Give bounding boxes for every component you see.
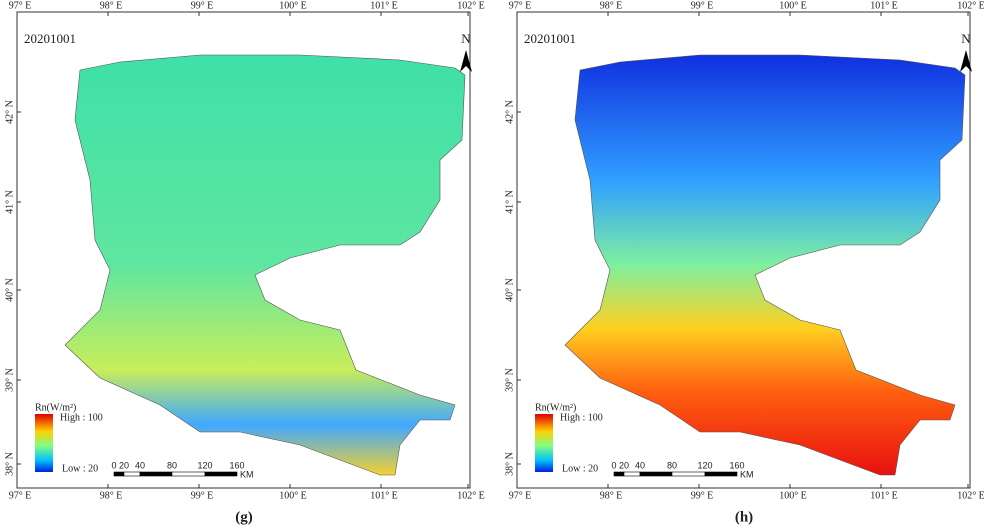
lon-label-bottom: 101° E bbox=[370, 490, 398, 501]
lon-label-top: 102° E bbox=[457, 0, 485, 11]
scale-label: 20 bbox=[119, 460, 129, 470]
lat-label: 38° N bbox=[504, 452, 515, 476]
lat-label: 41° N bbox=[4, 190, 15, 214]
map-panel: 20201001 N 97° E 97° E 98° E 98° E 99° E 99° E 1… bbox=[504, 0, 984, 525]
lon-label-top: 101° E bbox=[370, 0, 398, 11]
scale-segment bbox=[671, 471, 706, 477]
lat-label: 42° N bbox=[4, 100, 15, 124]
lon-label-bottom: 99° E bbox=[691, 490, 714, 501]
lon-label-bottom: 99° E bbox=[191, 490, 214, 501]
lat-label: 39° N bbox=[4, 368, 15, 392]
scale-segment bbox=[623, 471, 641, 477]
legend-low: Low : 20 bbox=[562, 463, 598, 474]
scale-label: 80 bbox=[667, 460, 677, 470]
scale-label: 0 bbox=[111, 460, 116, 470]
north-label: N bbox=[961, 31, 971, 46]
north-arrow bbox=[960, 50, 972, 72]
north-label: N bbox=[461, 31, 471, 46]
lon-label-top: 98° E bbox=[100, 0, 123, 11]
panel-caption: (h) bbox=[735, 509, 753, 525]
scale-label: 120 bbox=[697, 460, 712, 470]
lon-label-top: 97° E bbox=[509, 0, 532, 11]
scale-label: 0 bbox=[611, 460, 616, 470]
legend-colorbar bbox=[35, 414, 53, 472]
lon-label-bottom: 97° E bbox=[9, 490, 32, 501]
legend-high: High : 100 bbox=[60, 412, 103, 423]
lat-label: 42° N bbox=[504, 100, 515, 124]
lon-label-top: 100° E bbox=[779, 0, 807, 11]
lon-label-bottom: 98° E bbox=[100, 490, 123, 501]
scale-segment bbox=[123, 471, 141, 477]
scale-segment bbox=[639, 471, 673, 477]
lon-label-bottom: 102° E bbox=[457, 490, 485, 501]
north-arrow bbox=[460, 50, 472, 72]
scale-segment bbox=[613, 471, 625, 477]
scale-segment bbox=[204, 471, 238, 477]
date-label: 20201001 bbox=[24, 31, 76, 46]
scale-unit: KM bbox=[740, 469, 754, 479]
lat-label: 40° N bbox=[4, 278, 15, 302]
scale-segment bbox=[704, 471, 738, 477]
legend-colorbar bbox=[535, 414, 553, 472]
lon-label-bottom: 100° E bbox=[779, 490, 807, 501]
scale-segment bbox=[139, 471, 173, 477]
legend-title: Rn(W/m²) bbox=[35, 402, 76, 413]
legend-low: Low : 20 bbox=[62, 463, 98, 474]
lat-label: 38° N bbox=[4, 452, 15, 476]
lon-label-top: 98° E bbox=[600, 0, 623, 11]
date-label: 20201001 bbox=[524, 31, 576, 46]
scale-segment bbox=[171, 471, 206, 477]
lat-label: 39° N bbox=[504, 368, 515, 392]
lon-label-top: 99° E bbox=[691, 0, 714, 11]
lon-label-top: 102° E bbox=[957, 0, 984, 11]
scale-segment bbox=[113, 471, 125, 477]
legend-title: Rn(W/m²) bbox=[535, 402, 576, 413]
lon-label-bottom: 97° E bbox=[509, 490, 532, 501]
lon-label-bottom: 101° E bbox=[870, 490, 898, 501]
scale-label: 80 bbox=[167, 460, 177, 470]
lon-label-top: 101° E bbox=[870, 0, 898, 11]
scale-label: 20 bbox=[619, 460, 629, 470]
scale-label: 160 bbox=[729, 460, 744, 470]
map-panel: 20201001 N 97° E 97° E 98° E 98° E 99° E 99° E 1… bbox=[4, 0, 485, 525]
scale-label: 120 bbox=[197, 460, 212, 470]
scale-label: 40 bbox=[135, 460, 145, 470]
lat-label: 40° N bbox=[504, 278, 515, 302]
scale-label: 40 bbox=[635, 460, 645, 470]
lon-label-top: 100° E bbox=[279, 0, 307, 11]
scale-unit: KM bbox=[240, 469, 254, 479]
lon-label-bottom: 102° E bbox=[957, 490, 984, 501]
region-raster bbox=[564, 54, 966, 476]
lon-label-top: 99° E bbox=[191, 0, 214, 11]
region-raster bbox=[64, 54, 466, 476]
legend-high: High : 100 bbox=[560, 412, 603, 423]
scale-label: 160 bbox=[229, 460, 244, 470]
lon-label-top: 97° E bbox=[9, 0, 32, 11]
lon-label-bottom: 100° E bbox=[279, 490, 307, 501]
lon-label-bottom: 98° E bbox=[600, 490, 623, 501]
panel-caption: (g) bbox=[235, 509, 253, 525]
lat-label: 41° N bbox=[504, 190, 515, 214]
